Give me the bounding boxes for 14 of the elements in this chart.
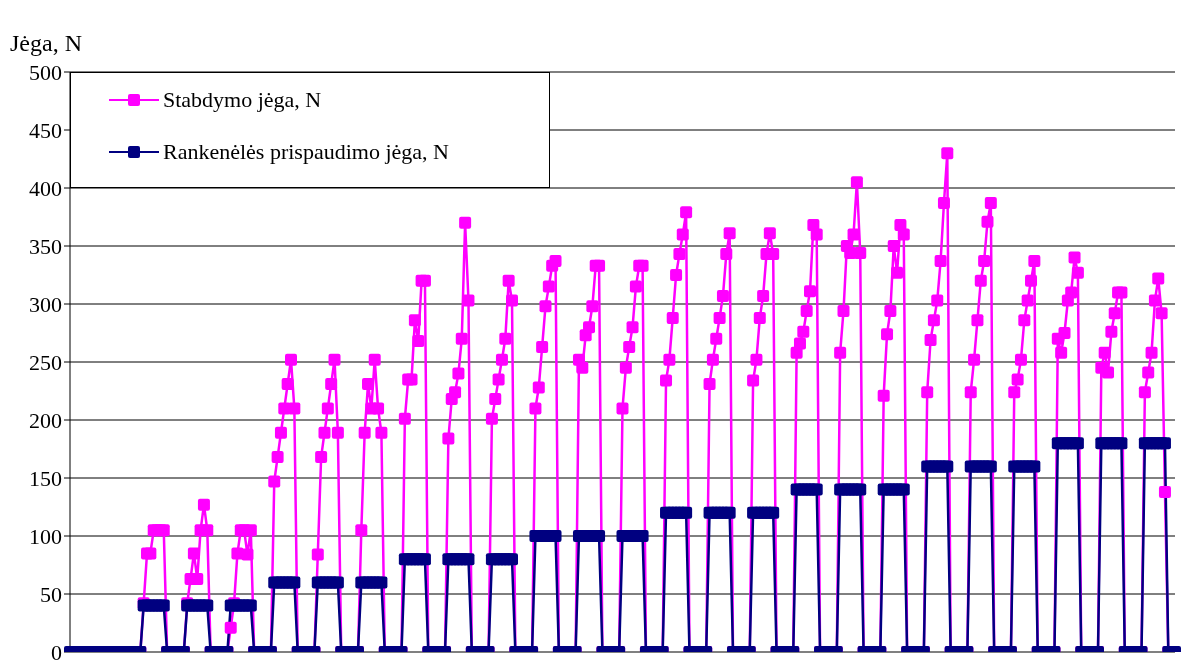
legend-label: Stabdymo jėga, N bbox=[163, 87, 322, 113]
y-tick-label: 0 bbox=[51, 639, 62, 660]
y-tick-label: 450 bbox=[29, 117, 62, 143]
y-tick-label: 100 bbox=[29, 523, 62, 549]
y-tick-label: 300 bbox=[29, 291, 62, 317]
y-axis-title: Jėga, N bbox=[10, 30, 82, 57]
y-tick-label: 150 bbox=[29, 465, 62, 491]
y-tick-label: 500 bbox=[29, 59, 62, 85]
y-tick-label: 250 bbox=[29, 349, 62, 375]
y-tick-label: 200 bbox=[29, 407, 62, 433]
legend-label: Rankenėlės prispaudimo jėga, N bbox=[163, 139, 449, 165]
y-tick-label: 350 bbox=[29, 233, 62, 259]
y-tick-label: 50 bbox=[40, 581, 62, 607]
y-tick-label: 400 bbox=[29, 175, 62, 201]
